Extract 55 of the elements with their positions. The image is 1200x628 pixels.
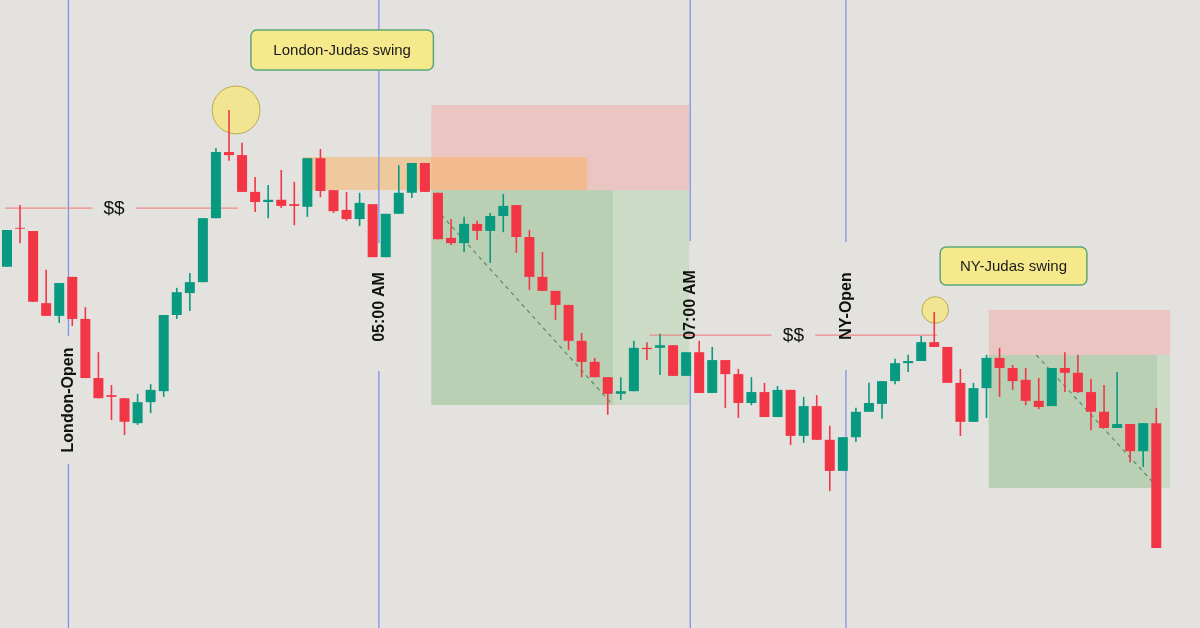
candlestick (119, 397, 130, 436)
candlestick (485, 212, 496, 264)
candlestick (354, 191, 365, 227)
candlestick (1007, 364, 1018, 391)
text: London-Judas swing (273, 41, 411, 58)
candlestick (328, 189, 339, 214)
annotation: NY-Judas swing (960, 257, 1068, 274)
candlestick (15, 204, 26, 244)
candlestick (145, 383, 156, 414)
candlestick (498, 193, 509, 233)
candlestick (289, 181, 300, 226)
candlestick (250, 176, 261, 213)
candlestick (537, 251, 548, 292)
candlestick (132, 393, 143, 426)
candlestick (224, 109, 235, 162)
candlestick (472, 220, 483, 241)
candlestick (1099, 384, 1110, 429)
candlestick (93, 351, 104, 399)
candlestick (550, 290, 561, 321)
candlestick (720, 359, 731, 409)
candlestick (263, 184, 274, 219)
candlestick (1112, 371, 1123, 429)
candlestick (341, 191, 352, 222)
candlestick (1085, 378, 1096, 431)
candlestick (459, 216, 470, 253)
candlestick (655, 333, 665, 376)
candlestick (576, 332, 587, 378)
candlestick (1059, 351, 1070, 393)
candlestick (863, 382, 874, 413)
candlestick (1020, 367, 1031, 407)
annotation: NY-Open (836, 272, 854, 340)
candlestick (746, 376, 757, 407)
candlestick (276, 169, 287, 209)
candlestick (41, 269, 52, 317)
candlestick (602, 376, 613, 416)
candlestick (929, 311, 940, 348)
candlestick (903, 354, 914, 373)
candlestick (393, 164, 404, 215)
candlestick (681, 351, 692, 377)
candlestick (446, 218, 457, 246)
candlestick (171, 287, 182, 320)
candlestick (1033, 377, 1044, 410)
candlestick (916, 335, 927, 362)
annotation: London-Open (59, 347, 77, 453)
candlestick (877, 380, 888, 420)
candlestick (994, 347, 1005, 398)
candlestick (615, 376, 626, 401)
candlestick (890, 357, 901, 385)
annotation: 05:00 AM (369, 272, 387, 342)
annotation: 07:00 AM (681, 270, 699, 340)
candlestick (1072, 354, 1083, 394)
ref-line-label: $$ (782, 324, 805, 346)
candlestick (106, 384, 117, 421)
candlestick (184, 272, 195, 312)
ref-line-label: $$ (103, 197, 126, 219)
